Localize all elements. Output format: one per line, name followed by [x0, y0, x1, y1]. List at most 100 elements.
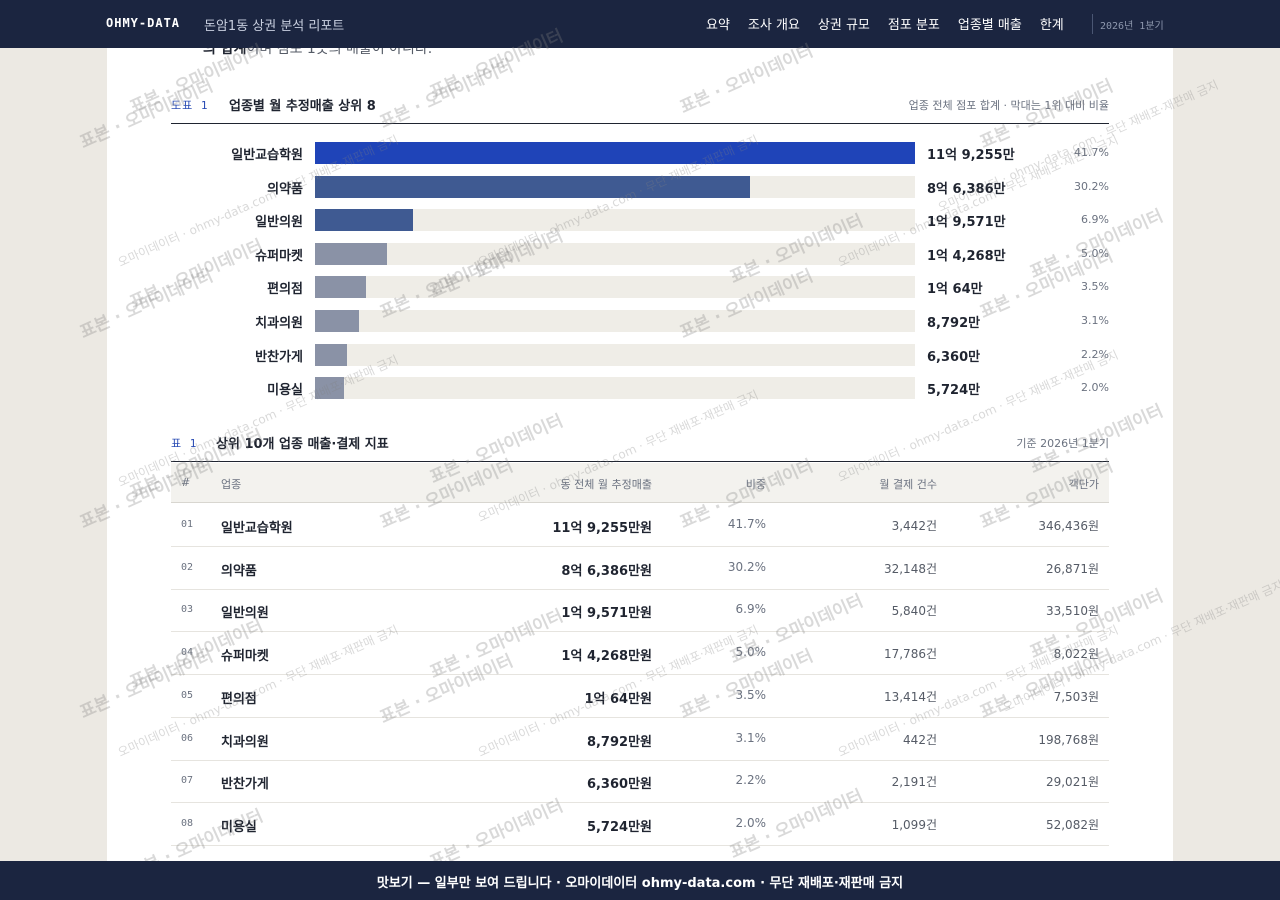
- bar-track: [315, 310, 915, 332]
- table-row[interactable]: 08 미용실 5,724만원 2.0% 1,099건 52,082원: [171, 803, 1109, 846]
- nav-sales-by-category[interactable]: 업종별 매출: [957, 18, 1022, 33]
- figure-header: 도표 1 업종별 월 추정매출 상위 8 업종 전체 점포 합계 · 막대는 1…: [171, 94, 1109, 124]
- row-payment-count: 1,099건: [891, 817, 937, 832]
- bar-fill: [315, 242, 387, 265]
- preview-footer-banner: 맛보기 — 일부만 보여 드립니다 · 오마이데이터 ohmy-data.com…: [0, 861, 1280, 900]
- row-payment-count: 32,148건: [883, 561, 937, 576]
- intro-rest-text: 이며 점포 1곳의 매출이 아니다.: [246, 48, 433, 57]
- row-avg-ticket: 7,503원: [1053, 689, 1099, 704]
- bar-track: [315, 276, 915, 299]
- bar-row: 일반교습학원 11억 9,255만 41.7%: [171, 142, 1109, 164]
- bar-fill: [315, 142, 915, 164]
- row-category: 슈퍼마켓: [221, 649, 269, 665]
- col-header-rank: #: [181, 476, 191, 489]
- row-monthly-sales: 11억 9,255만원: [552, 521, 652, 536]
- table-row[interactable]: 04 슈퍼마켓 1억 4,268만원 5.0% 17,786건 8,022원: [171, 632, 1109, 676]
- bar-category-label: 미용실: [267, 383, 303, 399]
- col-header-category: 업종: [221, 478, 242, 491]
- bar-row: 일반의원 1억 9,571만 6.9%: [171, 209, 1109, 232]
- table-row[interactable]: 02 의약품 8억 6,386만원 30.2% 32,148건 26,871원: [171, 547, 1109, 590]
- row-share: 6.9%: [735, 602, 767, 617]
- bar-track: [315, 175, 915, 198]
- nav-limitations[interactable]: 한계: [1039, 18, 1064, 33]
- report-period: 2026년 1분기: [1100, 21, 1164, 32]
- bar-category-label: 일반교습학원: [231, 148, 303, 163]
- bar-category-label: 의약품: [267, 181, 303, 197]
- row-monthly-sales: 8억 6,386만원: [561, 563, 652, 579]
- row-monthly-sales: 1억 4,268만원: [561, 649, 652, 665]
- row-rank: 01: [181, 519, 194, 530]
- table-row[interactable]: 03 일반의원 1억 9,571만원 6.9% 5,840건 33,510원: [171, 589, 1109, 633]
- table-row[interactable]: 01 일반교습학원 11억 9,255만원 41.7% 3,442건 346,436원: [171, 504, 1109, 547]
- bar-category-label: 일반의원: [255, 215, 303, 231]
- bar-row: 편의점 1억 64만 3.5%: [171, 276, 1109, 299]
- row-rank: 03: [181, 604, 194, 616]
- bar-value-label: 6,360만: [927, 349, 981, 365]
- nav-survey-overview[interactable]: 조사 개요: [747, 18, 800, 33]
- bar-category-label: 편의점: [267, 282, 303, 298]
- bar-category-label: 슈퍼마켓: [255, 248, 303, 264]
- brand-logo[interactable]: OHMY-DATA: [106, 16, 181, 30]
- row-monthly-sales: 5,724만원: [586, 819, 652, 835]
- table-row[interactable]: 07 반찬가게 6,360만원 2.2% 2,191건 29,021원: [171, 760, 1109, 804]
- bar-value-label: 8,792만: [927, 316, 981, 331]
- nav-divider: [1092, 14, 1093, 34]
- row-share: 2.0%: [735, 815, 767, 830]
- row-share: 2.2%: [735, 773, 767, 788]
- bar-share-label: 30.2%: [1074, 179, 1109, 193]
- bar-category-label: 치과의원: [255, 316, 303, 331]
- bar-row: 미용실 5,724만 2.0%: [171, 377, 1109, 400]
- bar-fill: [315, 276, 366, 299]
- bar-track: [315, 343, 915, 366]
- bar-fill: [315, 310, 360, 332]
- table-column-headers: # 업종 동 전체 월 추정매출 비중 월 결제 건수 객단가: [171, 463, 1109, 503]
- top-navigation-bar: OHMY-DATA 돈암1동 상권 분석 리포트 요약 조사 개요 상권 규모 …: [0, 0, 1280, 48]
- nav-market-size[interactable]: 상권 규모: [817, 18, 870, 33]
- table-tag: 표 1: [171, 437, 198, 450]
- bar-share-label: 5.0%: [1081, 246, 1109, 260]
- nav-store-distribution[interactable]: 점포 분포: [887, 18, 940, 33]
- bar-share-label: 2.2%: [1081, 347, 1109, 361]
- bar-track: [315, 377, 915, 400]
- row-category: 일반의원: [221, 606, 269, 622]
- row-rank: 07: [181, 775, 194, 787]
- bar-fill: [315, 377, 344, 400]
- row-category: 미용실: [221, 819, 257, 835]
- bar-value-label: 5,724만: [927, 383, 981, 399]
- row-monthly-sales: 6,360만원: [586, 777, 652, 793]
- table-row[interactable]: 05 편의점 1억 64만원 3.5% 13,414건 7,503원: [171, 675, 1109, 718]
- bar-share-label: 6.9%: [1081, 213, 1109, 227]
- row-payment-count: 13,414건: [883, 689, 937, 704]
- nav-summary[interactable]: 요약: [706, 18, 730, 33]
- report-page: 의 합계이며 점포 1곳의 매출이 아니다. 도표 1 업종별 월 추정매출 상…: [107, 48, 1173, 861]
- bar-value-label: 1억 9,571만: [927, 215, 1006, 231]
- table-row[interactable]: 06 치과의원 8,792만원 3.1% 442건 198,768원: [171, 718, 1109, 761]
- table-header: 표 1 상위 10개 업종 매출·결제 지표 기준 2026년 1분기: [171, 432, 1109, 462]
- section-nav: 요약 조사 개요 상권 규모 점포 분포 업종별 매출 한계: [706, 14, 1064, 33]
- figure-title: 업종별 월 추정매출 상위 8: [229, 99, 376, 114]
- row-category: 일반교습학원: [221, 521, 293, 536]
- row-payment-count: 5,840건: [891, 604, 937, 619]
- footer-notice: 맛보기 — 일부만 보여 드립니다 · 오마이데이터 ohmy-data.com…: [376, 876, 904, 891]
- col-header-avg-ticket: 객단가: [1068, 478, 1099, 491]
- row-avg-ticket: 26,871원: [1045, 561, 1099, 576]
- table-note: 기준 2026년 1분기: [1016, 437, 1109, 450]
- bar-track: [315, 209, 915, 232]
- bar-track: [315, 142, 915, 164]
- bar-value-label: 8억 6,386만: [927, 181, 1006, 197]
- row-rank: 05: [181, 689, 194, 701]
- bar-row: 슈퍼마켓 1억 4,268만 5.0%: [171, 242, 1109, 265]
- row-avg-ticket: 33,510원: [1045, 604, 1099, 619]
- row-share: 3.5%: [735, 687, 767, 702]
- row-monthly-sales: 1억 9,571만원: [561, 606, 652, 622]
- row-share: 5.0%: [735, 645, 767, 660]
- bar-row: 치과의원 8,792만 3.1%: [171, 310, 1109, 332]
- row-payment-count: 3,442건: [891, 519, 937, 533]
- table-title: 상위 10개 업종 매출·결제 지표: [216, 437, 389, 452]
- bar-fill: [315, 175, 750, 198]
- col-header-share: 비중: [745, 478, 766, 491]
- bar-share-label: 3.5%: [1081, 280, 1109, 294]
- bar-row: 의약품 8억 6,386만 30.2%: [171, 175, 1109, 198]
- row-avg-ticket: 52,082원: [1045, 817, 1099, 832]
- row-monthly-sales: 1억 64만원: [584, 691, 652, 707]
